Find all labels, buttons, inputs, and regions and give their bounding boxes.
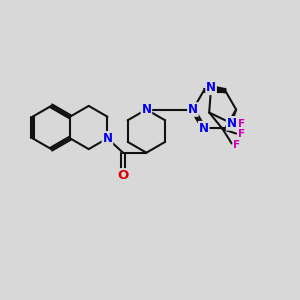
Text: O: O	[117, 169, 129, 182]
Text: N: N	[206, 81, 216, 94]
Text: F: F	[238, 119, 245, 129]
Text: N: N	[188, 103, 198, 116]
Text: N: N	[199, 122, 209, 135]
Text: F: F	[233, 140, 240, 150]
Text: F: F	[238, 129, 245, 139]
Text: N: N	[141, 103, 152, 116]
Text: N: N	[226, 117, 237, 130]
Text: N: N	[102, 132, 112, 145]
